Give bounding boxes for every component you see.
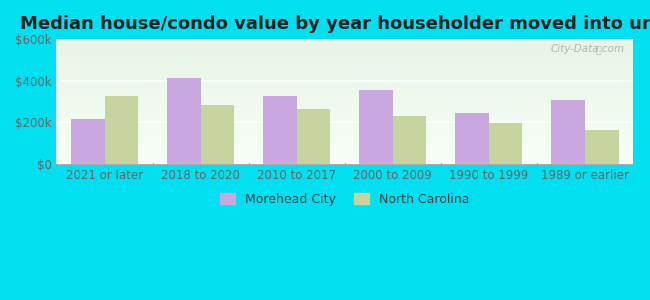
Bar	[489, 123, 523, 164]
Text: ⦾: ⦾	[595, 44, 601, 54]
Bar	[167, 79, 201, 164]
Text: City-Data.com: City-Data.com	[550, 44, 625, 54]
Bar	[263, 96, 296, 164]
Bar	[551, 100, 585, 164]
Bar	[296, 109, 330, 164]
Title: Median house/condo value by year householder moved into unit: Median house/condo value by year househo…	[20, 15, 650, 33]
Bar	[105, 96, 138, 164]
Bar	[359, 90, 393, 164]
Bar	[71, 119, 105, 164]
Legend: Morehead City, North Carolina: Morehead City, North Carolina	[214, 188, 474, 211]
Bar	[455, 113, 489, 164]
Bar	[585, 130, 619, 164]
Bar	[201, 105, 234, 164]
Bar	[393, 116, 426, 164]
